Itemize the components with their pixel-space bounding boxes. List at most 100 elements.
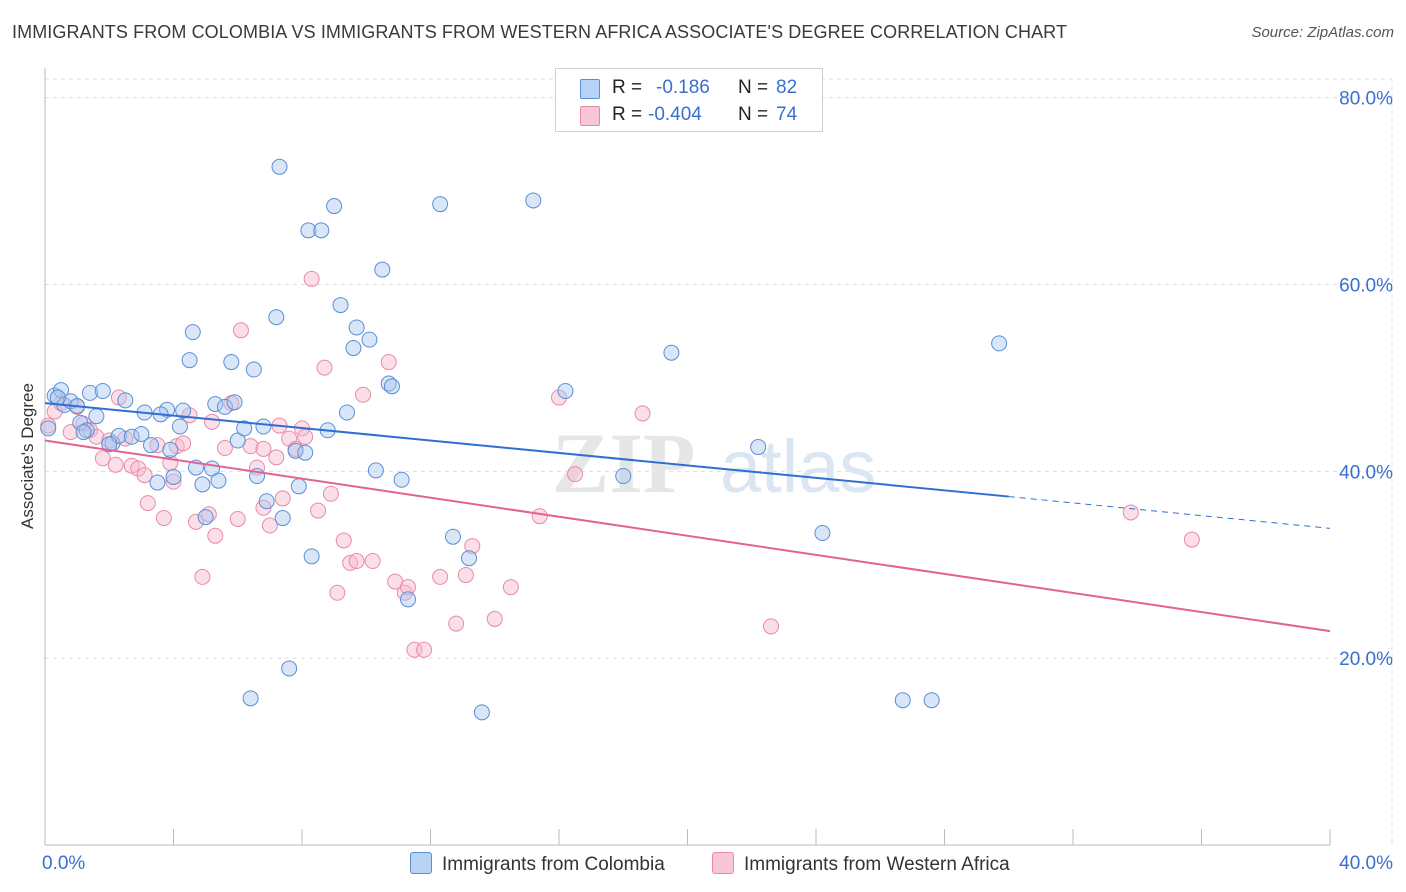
pink-swatch (712, 852, 734, 874)
correlation-legend: R = -0.186 N = 82 R = -0.404 N = 74 (555, 68, 823, 132)
data-point-blue (923, 692, 940, 709)
data-point-pink (136, 467, 153, 484)
data-point-blue (216, 398, 233, 415)
data-point-blue (162, 441, 179, 458)
data-point-blue (432, 196, 449, 213)
data-point-pink (531, 508, 548, 525)
source-label: Source: ZipAtlas.com (1251, 24, 1394, 41)
data-point-blue (175, 402, 192, 419)
data-point-pink (229, 510, 246, 527)
data-point-blue (367, 462, 384, 479)
data-point-pink (204, 413, 221, 430)
data-point-blue (117, 392, 134, 409)
data-point-blue (197, 509, 214, 526)
data-point-pink (322, 485, 339, 502)
n-value: 82 (776, 77, 798, 98)
data-point-pink (380, 354, 397, 371)
y-tick-label: 60.0% (1339, 276, 1393, 297)
axes (44, 68, 1331, 846)
data-point-pink (261, 517, 278, 534)
data-point-blue (88, 408, 105, 425)
data-point-pink (551, 389, 567, 406)
data-point-blue (207, 396, 224, 413)
data-point-pink (348, 553, 365, 570)
n-value: 74 (776, 104, 798, 125)
chart-title: IMMIGRANTS FROM COLOMBIA VS IMMIGRANTS F… (12, 22, 1068, 42)
data-point-pink (303, 270, 320, 287)
data-point-pink (342, 554, 359, 571)
data-point-pink (634, 405, 651, 422)
pink-series-points (40, 270, 1200, 658)
trend-line-blue (44, 402, 1009, 498)
data-point-pink (268, 449, 285, 466)
data-point-blue (814, 524, 831, 541)
data-point-pink (1183, 531, 1200, 548)
trend-line-pink (44, 439, 1331, 633)
data-point-blue (374, 261, 391, 278)
data-point-blue (226, 394, 243, 411)
data-point-pink (448, 615, 465, 632)
data-point-blue (461, 550, 478, 567)
n-label: N = (738, 104, 769, 125)
data-point-blue (615, 468, 632, 485)
data-point-blue (297, 444, 314, 461)
data-point-pink (400, 579, 417, 596)
data-point-pink (406, 641, 423, 658)
trend-lines (44, 402, 1331, 633)
data-point-pink (62, 424, 79, 441)
data-point-blue (383, 378, 400, 395)
data-point-blue (171, 418, 188, 435)
data-point-pink (355, 386, 372, 403)
data-point-blue (332, 297, 349, 314)
data-point-pink (255, 440, 272, 457)
data-point-pink (486, 610, 503, 627)
data-point-blue (268, 309, 285, 326)
data-point-blue (258, 493, 275, 510)
data-point-blue (300, 222, 317, 239)
gridlines (45, 78, 1393, 845)
data-point-pink (502, 579, 519, 596)
series-legend-pink: Immigrants from Western Africa (712, 852, 1010, 876)
data-point-pink (310, 502, 327, 519)
tick-labels: 20.0% 40.0% 60.0% 80.0% 0.0% 40.0% (42, 89, 1393, 874)
data-point-blue (165, 468, 182, 485)
r-label: R = (612, 77, 643, 98)
series-legend-blue: Immigrants from Colombia (410, 852, 665, 876)
data-point-pink (416, 641, 433, 658)
data-point-blue (313, 222, 330, 239)
n-label: N = (738, 77, 769, 98)
watermark: ZIP atlas (552, 415, 876, 511)
data-point-blue (271, 158, 288, 175)
data-point-blue (274, 510, 291, 527)
data-point-blue (400, 591, 417, 608)
data-point-pink (130, 460, 147, 477)
legend-label-blue: Immigrants from Colombia (442, 854, 665, 875)
data-point-pink (175, 435, 192, 452)
y-tick-label: 80.0% (1339, 89, 1393, 110)
data-point-pink (274, 490, 291, 507)
data-point-blue (123, 428, 140, 445)
data-point-blue (255, 418, 272, 435)
data-point-blue (133, 425, 150, 442)
data-point-pink (187, 513, 204, 530)
data-point-blue (181, 352, 198, 369)
data-point-pink (464, 538, 481, 555)
r-value: -0.186 (656, 77, 710, 98)
data-point-pink (364, 553, 381, 570)
data-point-blue (444, 528, 461, 545)
data-point-blue (242, 690, 259, 707)
watermark-zip: ZIP (552, 415, 695, 511)
data-point-blue (75, 424, 92, 441)
data-point-blue (81, 384, 98, 401)
x-tick-label: 40.0% (1339, 853, 1393, 874)
data-point-blue (663, 344, 680, 361)
pink-swatch (580, 106, 600, 126)
data-point-blue (94, 383, 111, 400)
data-point-blue (223, 354, 240, 371)
x-tick-label: 0.0% (42, 853, 85, 874)
data-point-pink (1122, 504, 1139, 521)
data-point-blue (338, 404, 355, 421)
data-point-blue (361, 331, 378, 348)
data-point-pink (432, 568, 449, 585)
